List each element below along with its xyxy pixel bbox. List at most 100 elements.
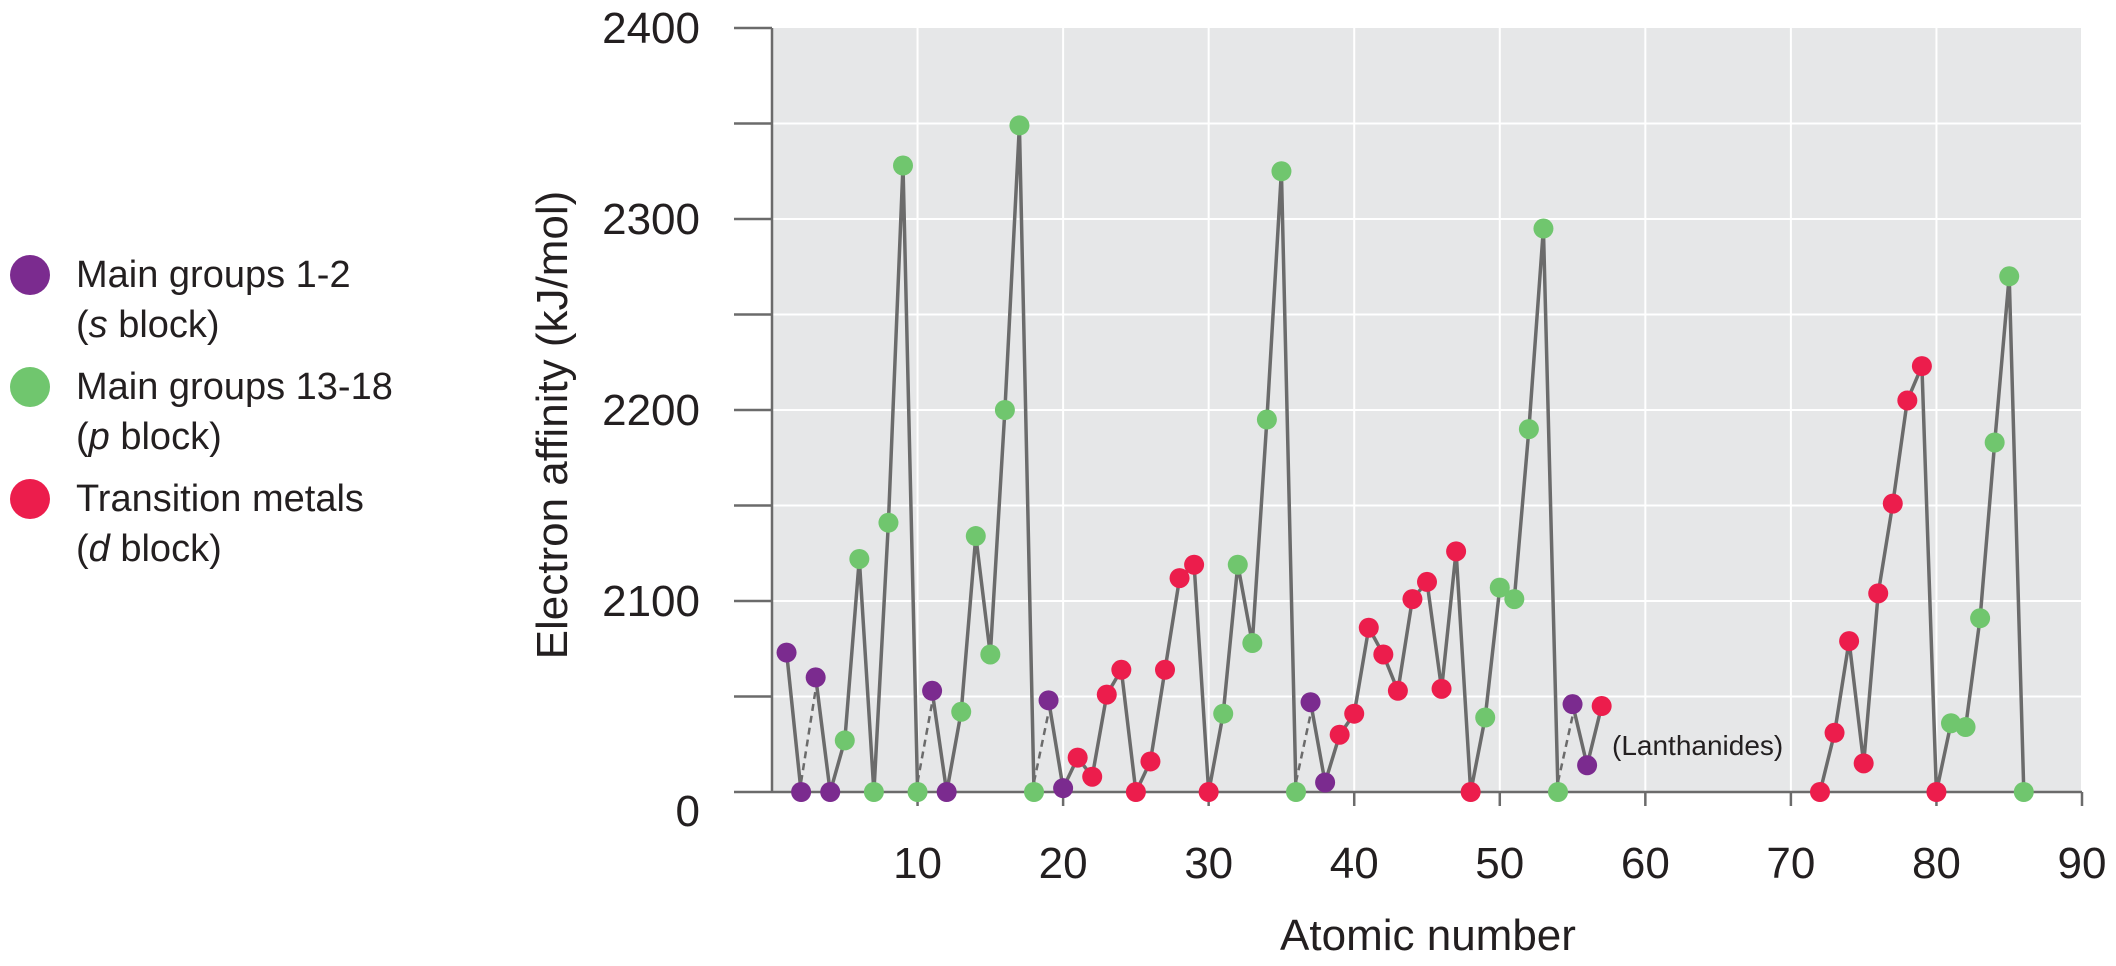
d-block-point — [1140, 751, 1161, 772]
d-block-point — [1125, 782, 1146, 802]
legend-paren: ( — [76, 528, 89, 570]
p-block-point — [1533, 218, 1554, 239]
y-tick-label: 2100 — [602, 577, 700, 626]
x-tick-label: 70 — [1766, 839, 1815, 888]
s-block-point — [805, 667, 826, 688]
y-tick-label: 2400 — [602, 4, 700, 53]
p-block-point — [1227, 554, 1248, 575]
d-block-point — [1329, 724, 1350, 745]
d-block-point — [1591, 696, 1612, 717]
legend-label: Transition metals (d block) — [76, 474, 364, 574]
p-block-point — [1504, 589, 1525, 610]
legend-label-line1: Main groups 1-2 — [76, 254, 351, 296]
x-tick-label: 20 — [1039, 839, 1088, 888]
x-tick-label: 30 — [1184, 839, 1233, 888]
s-block-point — [936, 782, 957, 802]
d-block-point — [1111, 659, 1132, 680]
d-block-point — [1839, 631, 1860, 652]
legend-block-word: block) — [109, 528, 222, 570]
legend-label: Main groups 13-18 (p block) — [76, 362, 393, 462]
p-block-point — [1242, 633, 1263, 654]
p-block-point — [878, 512, 899, 533]
data-points — [776, 115, 2034, 802]
legend-label-line1: Transition metals — [76, 478, 364, 520]
s-block-point — [1562, 694, 1583, 715]
d-block-point — [1358, 617, 1379, 638]
y-tick-label-zero: 0 — [676, 787, 700, 836]
d-block-point — [1344, 703, 1365, 724]
p-block-point — [965, 526, 986, 547]
d-block-point — [1402, 589, 1423, 610]
d-block-point — [1387, 680, 1408, 701]
d-block-point — [1810, 782, 1830, 802]
s-block-point — [791, 782, 812, 802]
d-block-point — [1926, 782, 1947, 802]
d-block-point — [1373, 644, 1394, 665]
legend-item-s-block: Main groups 1-2 (s block) — [0, 250, 470, 362]
x-tick-label: 90 — [2058, 839, 2107, 888]
d-block-point — [1446, 541, 1467, 562]
p-block-point — [951, 701, 972, 722]
p-block-point — [1256, 409, 1277, 430]
d-block-point — [1824, 722, 1845, 743]
p-block-point — [1024, 782, 1044, 802]
d-block-point — [1198, 782, 1219, 802]
d-block-point — [1169, 568, 1190, 589]
x-tick-label: 50 — [1475, 839, 1524, 888]
d-block-point — [1897, 390, 1918, 411]
series-line — [930, 123, 1036, 794]
p-block-point — [1475, 707, 1496, 728]
p-block-point — [1213, 703, 1234, 724]
d-block-point — [1067, 747, 1088, 768]
d-block-point — [1082, 766, 1103, 787]
p-block-point — [1970, 608, 1991, 629]
tick-labels: 2100 2200 2300 2400 0 10 20 30 40 50 60 70 80 90 — [602, 4, 2106, 888]
p-block-point — [994, 400, 1015, 420]
legend-swatch-d-block — [10, 479, 50, 519]
d-block-point — [1460, 782, 1481, 802]
y-tick-label: 2200 — [602, 386, 700, 435]
s-block-point — [820, 782, 841, 802]
s-block-point — [1038, 690, 1059, 711]
y-axis-title: Electron affinity (kJ/mol) — [528, 191, 577, 660]
axes — [734, 26, 2084, 806]
p-block-point — [1009, 115, 1030, 136]
p-block-point — [834, 730, 855, 751]
legend-label: Main groups 1-2 (s block) — [76, 250, 351, 350]
d-block-point — [1431, 678, 1452, 699]
legend-paren: ( — [76, 304, 89, 346]
p-block-point — [1518, 419, 1539, 440]
x-axis-title: Atomic number — [1280, 911, 1576, 960]
x-tick-label: 40 — [1330, 839, 1379, 888]
p-block-point — [849, 548, 870, 569]
legend-label-line2: (s block) — [76, 300, 351, 350]
legend-label-line2: (p block) — [76, 412, 393, 462]
p-block-point — [1286, 782, 1306, 802]
legend-swatch-p-block — [10, 367, 50, 407]
d-block-point — [1868, 583, 1889, 604]
period-link-dashed — [916, 702, 934, 783]
d-block-point — [1184, 554, 1205, 575]
period-link-dashed — [799, 689, 817, 783]
legend-item-d-block: Transition metals (d block) — [0, 474, 470, 586]
legend-label-line2: (d block) — [76, 524, 364, 574]
p-block-point — [907, 782, 928, 802]
p-block-point — [1489, 577, 1510, 598]
p-block-point — [893, 155, 913, 176]
p-block-point — [1548, 782, 1568, 802]
legend-item-p-block: Main groups 13-18 (p block) — [0, 362, 470, 474]
s-block-point — [776, 642, 797, 663]
x-tick-label: 60 — [1621, 839, 1670, 888]
grid-lines — [772, 28, 2083, 792]
s-block-point — [1053, 778, 1074, 799]
legend-paren: ( — [76, 416, 89, 458]
legend-label-line1: Main groups 13-18 — [76, 366, 393, 408]
d-block-point — [1417, 571, 1437, 592]
p-block-point — [1999, 266, 2020, 287]
p-block-point — [1271, 161, 1292, 182]
y-tick-label: 2300 — [602, 195, 700, 244]
p-block-point — [980, 644, 1001, 665]
legend: Main groups 1-2 (s block) Main groups 13… — [0, 250, 470, 586]
x-tick-label: 80 — [1912, 839, 1961, 888]
